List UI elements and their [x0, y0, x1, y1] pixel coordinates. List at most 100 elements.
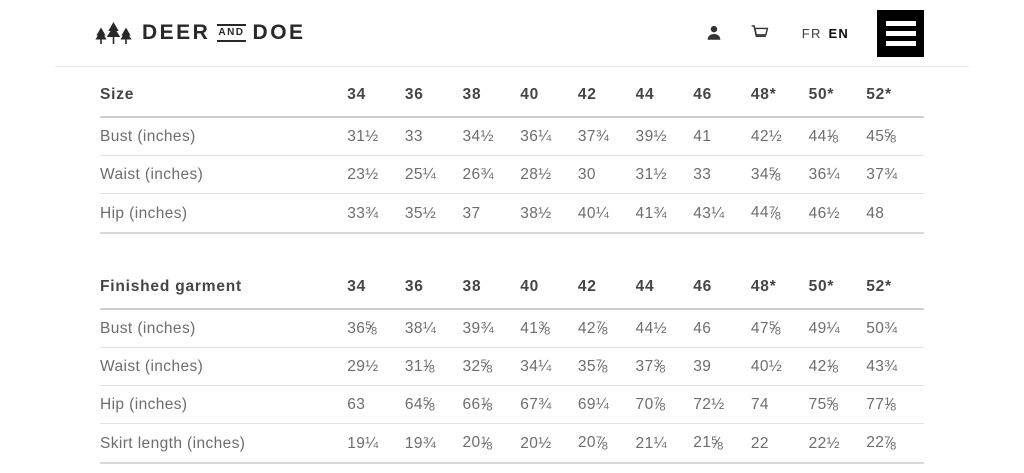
- table-cell: 22: [750, 423, 809, 464]
- fraction: 5⁄8: [826, 396, 839, 414]
- table-cell: 207⁄8: [577, 423, 636, 464]
- fraction: 1⁄8: [422, 357, 435, 376]
- table-cell: 46½: [808, 193, 867, 234]
- cart-icon: [751, 25, 769, 38]
- table-cell: 37¾: [866, 155, 924, 195]
- table-cell: 29½: [347, 347, 405, 387]
- table-title: Finished garment: [100, 264, 348, 310]
- fraction: 1⁄8: [826, 357, 839, 376]
- table-cell: 22½: [808, 423, 867, 464]
- table-cell: 25¼: [404, 155, 463, 195]
- table-cell: 19¼: [347, 423, 405, 464]
- table-title: Size: [100, 73, 348, 118]
- column-header: 36: [404, 264, 463, 310]
- logo-word-doe: DOE: [252, 21, 306, 44]
- table-cell: 37¾: [577, 117, 636, 157]
- table-cell: 373⁄8: [635, 347, 694, 387]
- table-cell: 755⁄8: [808, 385, 867, 425]
- row-label: Waist (inches): [100, 155, 348, 195]
- column-header: 42: [577, 264, 636, 310]
- table-cell: 413⁄8: [520, 308, 578, 348]
- table-cell: 42½: [750, 117, 809, 157]
- table-cell: 69¼: [577, 385, 636, 425]
- table-cell: 427⁄8: [577, 308, 636, 348]
- table-row: Waist (inches) 23½ 25¼ 26¾ 28½ 30 31½ 33 345⁄8 36…: [100, 155, 924, 195]
- table-cell: 33: [693, 155, 751, 195]
- column-header: 40: [520, 73, 578, 118]
- table-cell: 227⁄8: [866, 423, 924, 464]
- fraction: 1⁄8: [826, 128, 839, 146]
- fraction: 7⁄8: [595, 357, 608, 376]
- fraction: 7⁄8: [653, 396, 666, 414]
- table-cell: 39¾: [462, 308, 521, 348]
- table-cell: 441⁄8: [808, 117, 867, 157]
- table-cell: 345⁄8: [750, 155, 809, 195]
- table-cell: 31½: [635, 155, 694, 195]
- hamburger-bar: [885, 20, 916, 26]
- row-label: Hip (inches): [100, 385, 348, 425]
- table-cell: 50¾: [866, 308, 924, 348]
- cart-button[interactable]: [749, 23, 770, 43]
- table-cell: 39½: [635, 117, 694, 157]
- table-cell: 30: [577, 155, 636, 195]
- table-cell: 28½: [520, 155, 578, 195]
- table-cell: 645⁄8: [404, 385, 463, 425]
- table-cell: 36¼: [808, 155, 867, 195]
- fraction: 5⁄8: [768, 166, 781, 184]
- column-header: 34: [347, 264, 405, 310]
- table-cell: 37: [462, 193, 521, 234]
- row-label: Skirt length (inches): [100, 423, 348, 464]
- table-cell: 26¾: [462, 155, 521, 195]
- table-cell: 325⁄8: [462, 347, 521, 387]
- table-cell: 44½: [635, 308, 694, 348]
- table-row: Bust (inches) 365⁄8 38¼ 39¾ 413⁄8 427⁄8 44½ 46 4…: [100, 308, 924, 348]
- table-cell: 421⁄8: [808, 347, 867, 387]
- lang-fr-link[interactable]: FR: [801, 25, 822, 41]
- table-cell: 67¾: [520, 385, 578, 425]
- column-header: 36: [404, 73, 463, 118]
- fraction: 5⁄8: [884, 128, 897, 146]
- column-header: 38: [462, 264, 521, 310]
- table-row: Hip (inches) 63 645⁄8 661⁄8 67¾ 69¼ 707⁄8 72½ 74…: [100, 385, 924, 425]
- table-cell: 63: [347, 385, 405, 425]
- table-cell: 41¾: [635, 193, 694, 234]
- fraction: 7⁄8: [884, 434, 897, 452]
- table-cell: 31½: [347, 117, 405, 157]
- fraction: 7⁄8: [595, 434, 608, 452]
- table-cell: 72½: [693, 385, 751, 425]
- table-header-row: Finished garment 34 36 38 40 42 44 46 48* 50* 52*: [100, 264, 924, 310]
- table-cell: 21¼: [635, 423, 694, 464]
- brand-logo[interactable]: DEER AND DOE: [95, 20, 306, 46]
- table-cell: 38½: [520, 193, 578, 234]
- column-header: 42: [577, 73, 636, 118]
- pine-trees-icon: [95, 22, 132, 44]
- hamburger-bar: [885, 40, 916, 46]
- language-switcher: FR EN: [802, 26, 849, 41]
- user-account-button[interactable]: [705, 24, 723, 42]
- lang-en-link[interactable]: EN: [828, 25, 849, 41]
- table-cell: 365⁄8: [347, 308, 405, 348]
- table-cell: 661⁄8: [462, 385, 521, 425]
- table-cell: 48: [866, 193, 924, 234]
- table-cell: 40½: [750, 347, 809, 387]
- table-cell: 33: [404, 117, 463, 157]
- hamburger-bar: [885, 30, 916, 36]
- table-cell: 357⁄8: [577, 347, 636, 387]
- fraction: 5⁄8: [480, 357, 493, 376]
- table-cell: 771⁄8: [866, 385, 924, 425]
- fraction: 1⁄8: [884, 396, 897, 414]
- table-cell: 49¼: [808, 308, 867, 348]
- column-header: 46: [693, 264, 751, 310]
- logo-word-and: AND: [217, 24, 246, 42]
- row-label: Hip (inches): [100, 193, 348, 234]
- hamburger-menu-button[interactable]: [877, 9, 924, 57]
- fraction: 5⁄8: [768, 319, 781, 338]
- table-cell: 74: [750, 385, 809, 425]
- table-cell: 311⁄8: [404, 347, 463, 387]
- column-header: 34: [347, 73, 405, 118]
- header-actions: FR EN: [705, 9, 924, 57]
- column-header: 50*: [808, 73, 867, 118]
- table-row: Hip (inches) 33¾ 35½ 37 38½ 40¼ 41¾ 43¼ 447⁄8 46½…: [100, 193, 924, 234]
- column-header: 44: [635, 264, 694, 310]
- column-header: 40: [520, 264, 578, 310]
